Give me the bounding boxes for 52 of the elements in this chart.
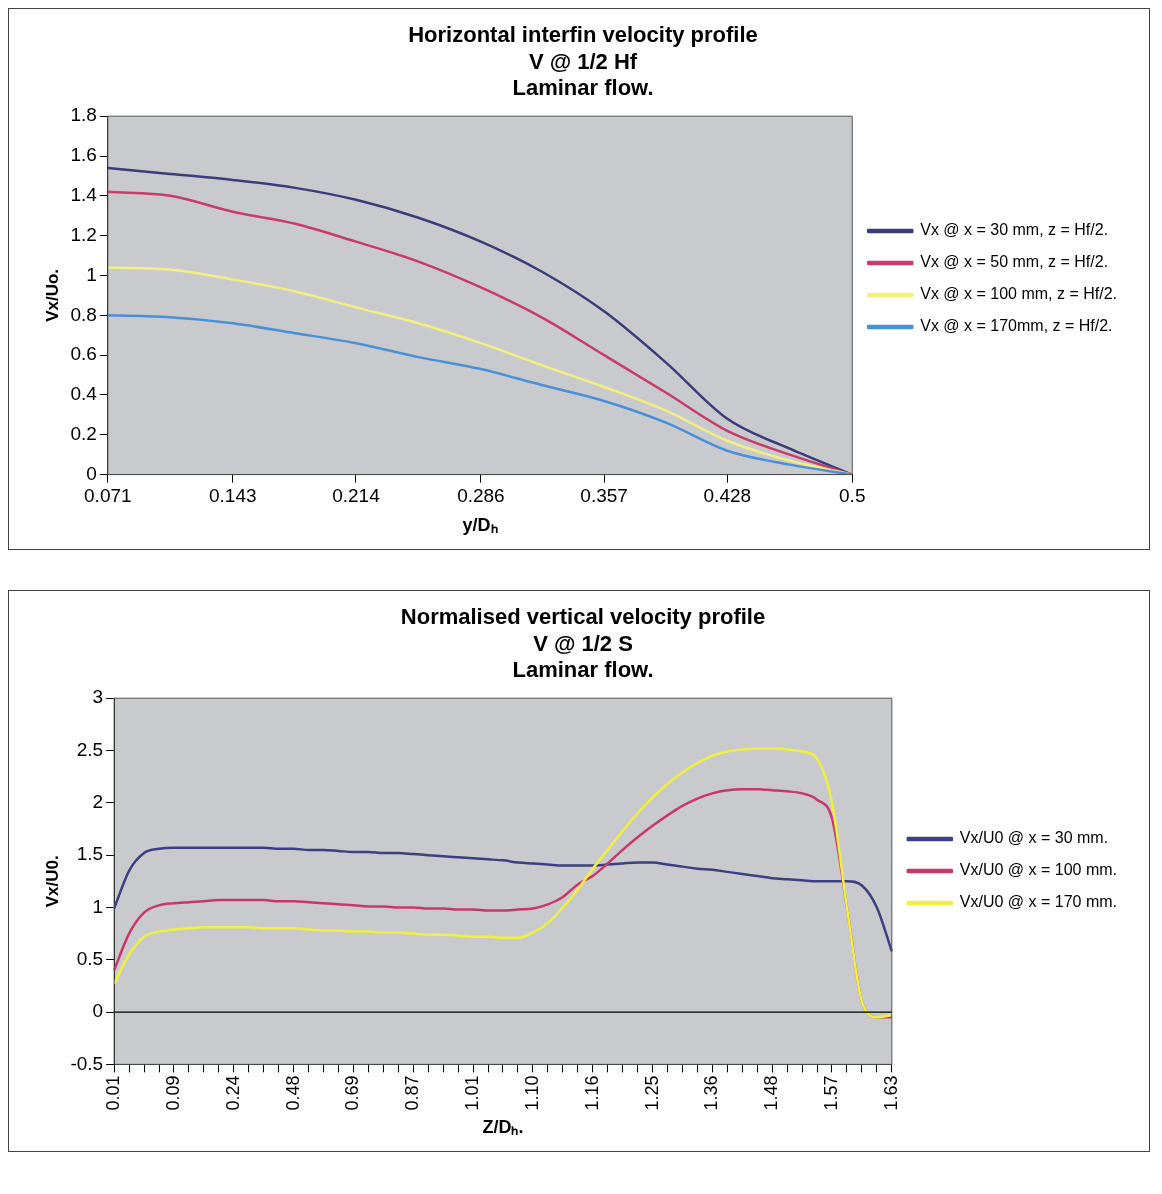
y-tick-label: 2.5: [76, 738, 104, 760]
x-tick-label: 0.071: [84, 485, 132, 507]
x-tick-label: 0.5: [839, 485, 866, 507]
legend-label: Vx/U0 @ x = 170 mm.: [959, 893, 1118, 911]
y-tick-label: 1.4: [70, 184, 98, 206]
y-tick-label: 1.2: [70, 223, 97, 245]
x-tick-label: 0.214: [332, 485, 381, 507]
y-tick-label: 1.5: [76, 843, 104, 865]
legend-label: Vx @ x = 50 mm, z = Hf/2.: [920, 253, 1109, 271]
y-tick-label: 1: [86, 263, 97, 285]
y-tick-label: 0.6: [70, 343, 97, 365]
y-tick-label: 0.8: [70, 303, 97, 325]
legend-label: Vx @ x = 100 mm, z = Hf/2.: [920, 285, 1117, 303]
y-tick-label: 0: [86, 462, 97, 484]
legend-label: Vx/U0 @ x = 100 mm.: [959, 861, 1118, 879]
y-tick-label: 1.8: [70, 104, 97, 126]
y-tick-label: 3: [92, 686, 104, 708]
x-tick-label: 0.143: [208, 485, 257, 507]
x-tick-label: 0.48: [282, 1075, 303, 1111]
x-tick-label: 0.87: [402, 1075, 423, 1111]
x-tick-label: 0.01: [103, 1075, 124, 1111]
chart-title: Normalised vertical velocity profile V @ 1/2 S Laminar flow.: [400, 604, 766, 683]
x-tick-label: 0.09: [162, 1075, 183, 1111]
x-tick-label: 0.286: [457, 485, 505, 507]
y-axis-title: Vx/U0.: [42, 855, 62, 908]
y-tick-label: 1: [92, 895, 104, 917]
chart-title: Horizontal interfin velocity profile V @ 1/2 Hf Laminar flow.: [408, 22, 758, 101]
y-tick-label: 0.5: [76, 947, 104, 969]
legend-label: Vx @ x = 30 mm, z = Hf/2.: [920, 221, 1109, 239]
x-tick-label: 0.428: [703, 485, 752, 507]
y-tick-label: 0.4: [70, 383, 98, 405]
x-tick-label: 0.69: [342, 1075, 363, 1111]
x-axis-title: y/Dₕ: [462, 515, 498, 536]
y-axis-title: Vx/Uo.: [42, 268, 62, 322]
y-tick-label: 2: [92, 791, 104, 813]
x-tick-label: 0.24: [222, 1075, 243, 1111]
x-tick-label: 1.48: [761, 1075, 782, 1111]
legend-label: Vx/U0 @ x = 30 mm.: [959, 829, 1109, 847]
x-axis-title: Z/Dₕ.: [482, 1117, 524, 1138]
x-tick-label: 1.36: [701, 1075, 722, 1111]
y-tick-label: 0.2: [70, 423, 97, 445]
y-tick-label: -0.5: [70, 1052, 104, 1074]
x-tick-label: 1.10: [521, 1075, 542, 1111]
x-tick-label: 1.01: [462, 1075, 483, 1111]
legend-label: Vx @ x = 170mm, z = Hf/2.: [920, 317, 1113, 335]
y-tick-label: 1.6: [70, 144, 97, 166]
x-tick-label: 1.25: [641, 1075, 662, 1111]
x-tick-label: 1.57: [820, 1075, 841, 1111]
x-tick-label: 1.16: [581, 1075, 602, 1111]
y-tick-label: 0: [92, 1000, 104, 1022]
x-tick-label: 0.357: [580, 485, 628, 507]
x-tick-label: 1.63: [880, 1075, 901, 1111]
